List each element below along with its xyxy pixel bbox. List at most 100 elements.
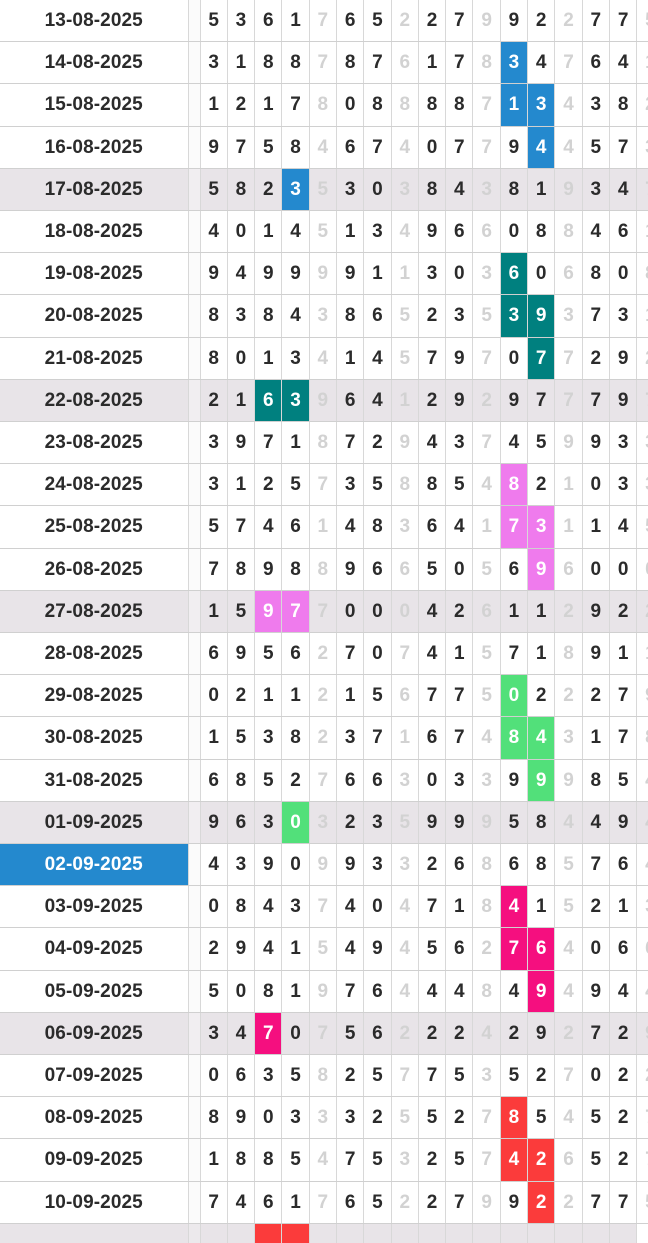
row-date-cell[interactable]: 15-08-2025 (0, 83, 189, 127)
row-date-cell[interactable]: 31-08-2025 (0, 759, 189, 802)
number-cell[interactable]: 2 (554, 590, 583, 634)
number-cell[interactable]: 1 (418, 41, 447, 85)
row-date-cell[interactable]: 20-08-2025 (0, 294, 189, 338)
number-cell[interactable]: 0 (636, 548, 648, 591)
table-row[interactable]: 13-08-202553617652279922775 (0, 0, 648, 43)
number-cell[interactable]: 6 (500, 843, 529, 887)
number-cell[interactable]: 9 (609, 337, 638, 380)
number-cell[interactable]: 5 (418, 927, 447, 971)
table-row[interactable]: 02-09-202543909933268685764 (0, 843, 648, 887)
number-cell[interactable]: 9 (554, 421, 583, 465)
number-cell[interactable]: 5 (363, 1054, 392, 1098)
number-cell-highlighted[interactable]: 7 (254, 1012, 283, 1056)
number-cell[interactable]: 2 (609, 1096, 638, 1140)
number-cell[interactable]: 3 (254, 801, 283, 845)
number-cell[interactable]: 5 (445, 463, 474, 507)
number-cell[interactable]: 4 (636, 970, 648, 1013)
number-cell[interactable]: 4 (472, 716, 501, 760)
number-cell-highlighted[interactable]: 4 (500, 885, 529, 929)
number-cell-highlighted[interactable]: 3 (527, 505, 556, 549)
number-cell-highlighted[interactable]: 0 (500, 674, 529, 718)
number-cell[interactable]: 2 (609, 1054, 638, 1098)
number-cell[interactable]: 7 (391, 632, 419, 676)
number-cell[interactable]: 7 (554, 379, 583, 423)
number-cell[interactable]: 4 (609, 970, 638, 1013)
number-cell[interactable]: 0 (227, 337, 256, 380)
row-date-cell[interactable]: 17-08-2025 (0, 168, 189, 212)
number-cell[interactable]: 1 (445, 885, 474, 929)
number-cell[interactable]: 4 (554, 970, 583, 1013)
number-cell[interactable]: 1 (254, 337, 283, 380)
number-cell[interactable]: 8 (527, 801, 556, 845)
row-date-cell[interactable]: 27-08-2025 (0, 590, 189, 634)
row-date-cell[interactable]: 03-09-2025 (0, 885, 189, 929)
table-row[interactable]: 28-08-202569562707415718911 (0, 632, 648, 676)
number-cell[interactable]: 3 (309, 1096, 337, 1140)
number-cell[interactable]: 2 (500, 1012, 529, 1056)
number-cell[interactable]: 2 (336, 1054, 365, 1098)
number-cell[interactable]: 5 (391, 337, 419, 380)
number-cell[interactable]: 8 (582, 252, 610, 296)
number-cell[interactable]: 7 (363, 716, 392, 760)
number-cell[interactable]: 3 (200, 41, 228, 85)
number-cell[interactable]: 6 (363, 294, 392, 338)
number-cell[interactable]: 3 (363, 210, 392, 254)
number-cell[interactable]: 4 (554, 927, 583, 971)
number-cell[interactable]: 0 (527, 252, 556, 296)
number-cell[interactable]: 1 (281, 674, 310, 718)
number-cell-highlighted[interactable]: 2 (527, 1181, 556, 1224)
number-cell[interactable]: 4 (418, 632, 447, 676)
number-cell-highlighted[interactable]: 8 (500, 463, 529, 507)
number-cell[interactable]: 2 (227, 83, 256, 127)
row-date-cell[interactable]: 19-08-2025 (0, 252, 189, 296)
number-cell[interactable]: 8 (281, 548, 310, 591)
number-cell[interactable]: 3 (418, 252, 447, 296)
number-cell[interactable]: 8 (227, 548, 256, 591)
number-cell[interactable]: 1 (227, 463, 256, 507)
number-cell[interactable]: 4 (391, 970, 419, 1013)
number-cell[interactable]: 4 (391, 126, 419, 169)
number-cell[interactable]: 8 (309, 1054, 337, 1098)
number-cell[interactable]: 5 (281, 1054, 310, 1098)
number-cell[interactable]: 2 (554, 0, 583, 43)
number-cell-highlighted[interactable]: 3 (281, 168, 310, 212)
row-date-cell[interactable]: 09-09-2025 (0, 1138, 189, 1182)
number-cell[interactable]: 5 (445, 1138, 474, 1182)
number-cell[interactable]: 4 (391, 885, 419, 929)
number-cell[interactable]: 6 (554, 548, 583, 591)
number-cell[interactable]: 0 (582, 1054, 610, 1098)
number-cell[interactable]: 4 (582, 801, 610, 845)
number-cell[interactable]: 7 (363, 126, 392, 169)
number-cell[interactable]: 2 (391, 1012, 419, 1056)
number-cell[interactable]: 7 (254, 421, 283, 465)
number-cell[interactable]: 6 (418, 716, 447, 760)
number-cell[interactable]: 7 (582, 294, 610, 338)
number-cell[interactable]: 6 (391, 41, 419, 85)
number-cell[interactable]: 8 (336, 41, 365, 85)
number-cell[interactable]: 2 (636, 83, 648, 127)
number-cell[interactable]: 6 (227, 1054, 256, 1098)
number-cell[interactable]: 1 (445, 632, 474, 676)
number-cell[interactable]: 4 (363, 337, 392, 380)
number-cell[interactable]: 2 (418, 1138, 447, 1182)
number-cell[interactable]: 4 (582, 210, 610, 254)
number-cell[interactable]: 7 (636, 168, 648, 212)
number-cell[interactable]: 6 (363, 759, 392, 802)
number-cell[interactable]: 2 (363, 1096, 392, 1140)
number-cell[interactable]: 0 (336, 83, 365, 127)
number-cell[interactable]: 3 (336, 716, 365, 760)
number-cell[interactable]: 3 (336, 463, 365, 507)
number-cell[interactable]: 5 (336, 1012, 365, 1056)
number-cell[interactable]: 7 (336, 1138, 365, 1182)
number-cell[interactable]: 3 (227, 294, 256, 338)
number-cell[interactable]: 1 (200, 1138, 228, 1182)
number-cell[interactable]: 7 (200, 1181, 228, 1224)
row-date-cell[interactable]: 14-08-2025 (0, 41, 189, 85)
number-cell[interactable]: 5 (500, 801, 529, 845)
number-cell[interactable]: 8 (554, 632, 583, 676)
number-cell[interactable]: 1 (281, 927, 310, 971)
row-date-cell[interactable]: 05-09-2025 (0, 970, 189, 1013)
number-cell[interactable]: 8 (391, 83, 419, 127)
number-cell[interactable]: 1 (527, 632, 556, 676)
